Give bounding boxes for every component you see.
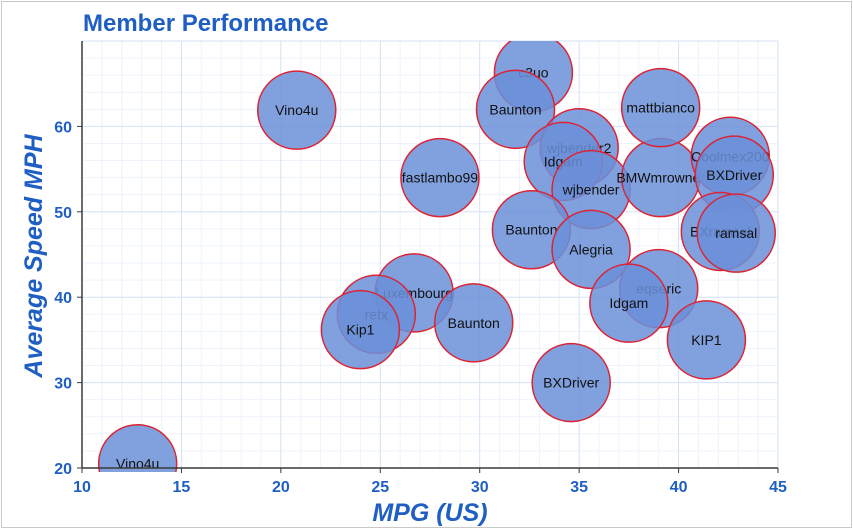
- bubble-label: Idgam: [609, 295, 648, 311]
- bubble-circle[interactable]: [320, 289, 401, 370]
- chart-title: Member Performance: [83, 10, 328, 37]
- y-axis-ticks: 20 30 40 50 60: [54, 119, 82, 478]
- bubble-label: fastlambo99: [402, 170, 478, 186]
- bubble[interactable]: mattbianco: [620, 67, 701, 148]
- bubble-circle[interactable]: [97, 423, 178, 503]
- bubble-label: mattbianco: [626, 100, 695, 116]
- y-tick-label: 50: [54, 205, 72, 222]
- bubble-circle[interactable]: [666, 300, 747, 380]
- x-axis-ticks: 10 15 20 25 30 35 40 45: [73, 468, 787, 496]
- y-tick-label: 40: [54, 290, 72, 307]
- bubble-label: Baunton: [489, 101, 541, 117]
- bubble-circle[interactable]: [400, 137, 480, 218]
- y-axis-title: Average Speed MPH: [20, 133, 48, 378]
- bubble-label: Vino4u: [275, 102, 318, 118]
- bubble-series: Vino4uVino4ufastlambo99LuxembourgretxKip…: [97, 41, 776, 503]
- y-tick-label: 20: [54, 461, 72, 478]
- y-tick-label: 60: [54, 119, 72, 136]
- bubble[interactable]: KIP1: [666, 300, 747, 380]
- bubble-circle[interactable]: [696, 193, 776, 273]
- x-tick-label: 35: [570, 479, 588, 496]
- bubble[interactable]: Idgam: [589, 263, 669, 343]
- bubble-label: ramsal: [715, 225, 757, 241]
- x-tick-label: 45: [769, 479, 787, 496]
- x-tick-label: 30: [471, 479, 489, 496]
- bubble[interactable]: Baunton: [475, 69, 556, 150]
- bubble-circle[interactable]: [620, 67, 701, 148]
- y-tick-label: 30: [54, 376, 72, 393]
- bubble-circle[interactable]: [433, 283, 514, 363]
- bubble-circle[interactable]: [475, 69, 556, 150]
- bubble-label: BXDriver: [543, 375, 599, 391]
- bubble[interactable]: BMWmrowner: [616, 137, 705, 218]
- bubble[interactable]: Vino4u: [97, 423, 178, 503]
- bubble-label: Baunton: [505, 222, 557, 238]
- x-tick-label: 25: [371, 479, 389, 496]
- bubble[interactable]: BXDriver: [531, 342, 611, 423]
- bubble[interactable]: ramsal: [696, 193, 776, 273]
- x-tick-label: 40: [670, 479, 688, 496]
- bubble-label: Vino4u: [116, 456, 159, 472]
- bubble-label: BMWmrowner: [616, 170, 705, 186]
- x-tick-label: 20: [272, 479, 290, 496]
- bubble[interactable]: fastlambo99: [400, 137, 480, 218]
- bubble[interactable]: Vino4u: [257, 70, 337, 150]
- bubble[interactable]: wjbender: [551, 149, 631, 230]
- bubble[interactable]: Baunton: [433, 283, 514, 363]
- bubble-label: Baunton: [448, 315, 500, 331]
- bubble-label: wjbender: [562, 182, 620, 198]
- x-tick-label: 10: [73, 479, 91, 496]
- bubble[interactable]: Kip1: [320, 289, 401, 370]
- bubble-circle[interactable]: [589, 263, 669, 343]
- x-axis-title: MPG (US): [372, 499, 487, 527]
- bubble-label: BXDriver: [706, 167, 762, 183]
- bubble-label: KIP1: [691, 332, 722, 348]
- bubble-circle[interactable]: [257, 70, 337, 150]
- bubble-label: Alegria: [569, 241, 613, 257]
- bubble-label: Kip1: [346, 322, 374, 338]
- x-tick-label: 15: [173, 479, 191, 496]
- bubble-circle[interactable]: [531, 342, 611, 423]
